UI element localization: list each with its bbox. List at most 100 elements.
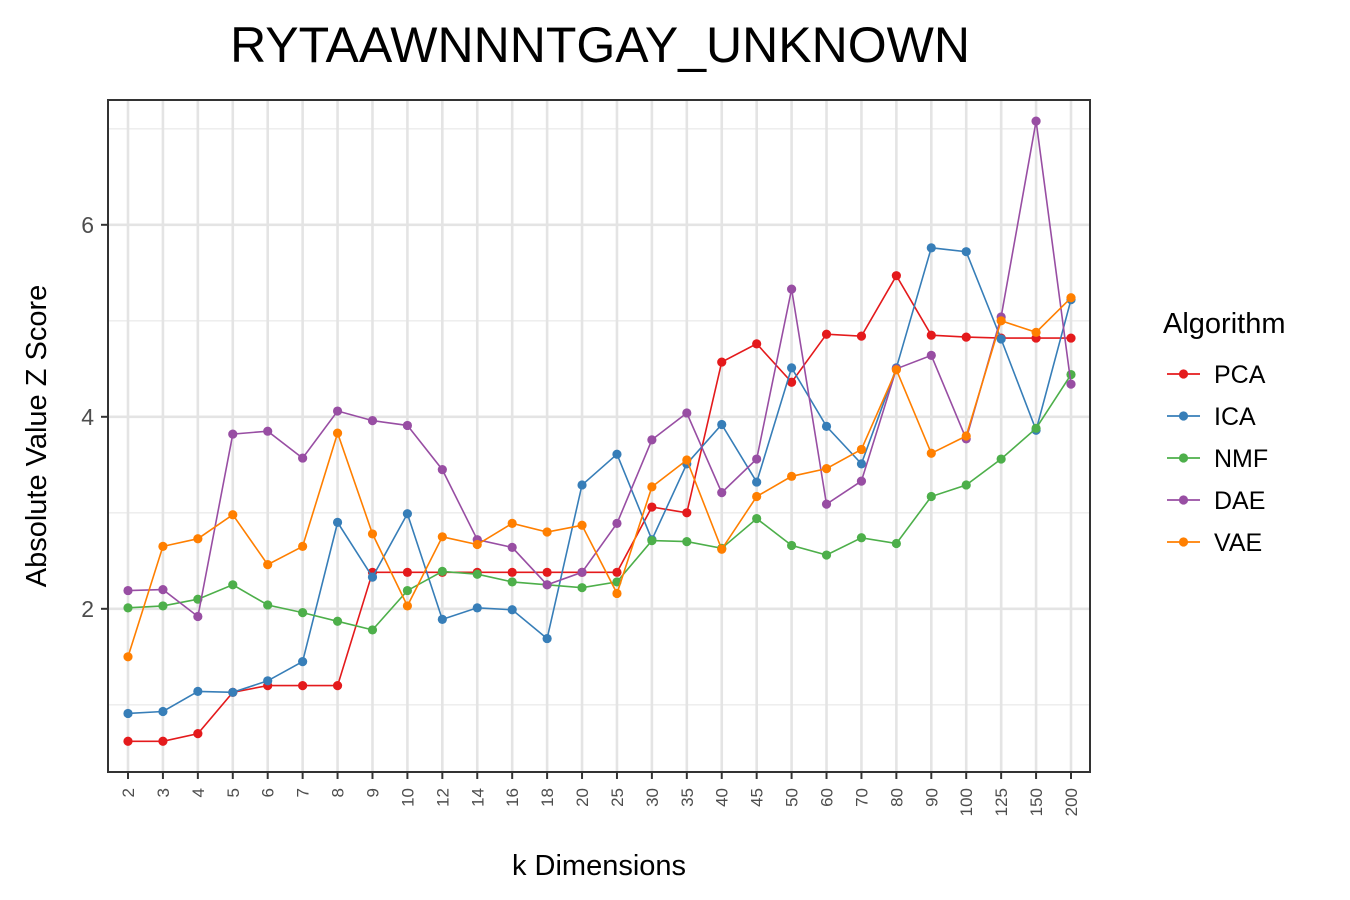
data-point-vae (402, 601, 413, 611)
data-point-vae (542, 527, 552, 537)
legend-label: ICA (1214, 403, 1256, 431)
x-tick-label: 2 (119, 788, 138, 797)
data-point-nmf (437, 566, 447, 576)
data-point-nmf (682, 537, 692, 547)
data-point-ica (821, 421, 832, 431)
x-tick-label: 20 (573, 788, 592, 807)
x-tick-label: 18 (538, 788, 557, 807)
x-axis: 2 3 4 5 6 7 8 9 10 12 14 16 18 20 25 30 35 40 45 50 60 70 80 90… (119, 772, 1081, 816)
data-point-vae (263, 560, 273, 570)
data-point-pca (298, 681, 308, 691)
legend: Algorithm PCA ICA NMF DAE VAE (1163, 308, 1286, 557)
data-point-nmf (263, 600, 273, 610)
data-point-ica (402, 509, 413, 519)
x-tick-label: 25 (608, 788, 627, 807)
data-point-ica (437, 614, 447, 624)
data-point-vae (367, 529, 378, 539)
data-point-ica (228, 687, 238, 697)
legend-key-point (1178, 453, 1189, 463)
data-point-vae (1031, 327, 1041, 337)
data-point-dae (402, 420, 413, 431)
x-tick-label: 50 (783, 788, 802, 807)
data-point-dae (821, 499, 832, 509)
series-nmf (123, 369, 1076, 635)
chart-title: RYTAAWNNNTGAY_UNKNOWN (230, 17, 970, 73)
data-point-nmf (786, 540, 797, 551)
data-point-pca (856, 331, 867, 341)
data-point-nmf (402, 585, 413, 596)
legend-label: PCA (1214, 361, 1266, 389)
data-point-ica (332, 517, 343, 528)
data-point-ica (193, 686, 203, 696)
plot-panel-border (107, 99, 1091, 773)
data-point-vae (577, 520, 587, 530)
legend-key-point (1178, 369, 1189, 379)
x-tick-label: 35 (678, 788, 697, 807)
data-point-nmf (123, 603, 133, 613)
data-point-ica (367, 572, 378, 582)
data-point-dae (717, 488, 727, 498)
data-point-nmf (926, 491, 936, 502)
data-point-ica (926, 243, 936, 253)
data-point-dae (367, 416, 378, 426)
data-point-dae (926, 350, 936, 360)
x-tick-label: 40 (713, 788, 732, 807)
x-tick-label: 200 (1062, 788, 1081, 816)
x-tick-label: 45 (748, 788, 767, 807)
series-line-pca (128, 274, 1071, 743)
series-line-vae (127, 297, 1072, 658)
x-tick-label: 30 (643, 788, 662, 807)
legend-label: NMF (1214, 445, 1268, 473)
data-point-dae (577, 567, 587, 577)
data-point-nmf (228, 580, 238, 590)
data-point-vae (228, 510, 238, 520)
data-point-pca (542, 567, 552, 577)
y-tick-label: 6 (81, 212, 94, 238)
legend-item-pca: PCA (1167, 361, 1266, 389)
data-point-vae (856, 444, 867, 455)
data-point-dae (647, 435, 657, 445)
data-point-vae (996, 316, 1006, 326)
legend-key-point (1178, 537, 1189, 547)
x-tick-label: 5 (224, 788, 243, 797)
data-point-ica (856, 459, 867, 469)
data-point-pca (821, 329, 832, 339)
data-point-dae (612, 518, 622, 528)
data-point-dae (856, 476, 867, 486)
data-point-ica (542, 633, 552, 644)
x-tick-label: 12 (433, 788, 452, 807)
data-point-nmf (298, 608, 308, 618)
x-tick-label: 90 (922, 788, 941, 807)
x-tick-label: 7 (294, 788, 313, 797)
x-tick-label: 9 (363, 788, 382, 797)
data-point-ica (717, 419, 727, 430)
data-point-dae (332, 406, 343, 416)
x-tick-label: 14 (468, 788, 487, 807)
data-point-nmf (961, 480, 971, 490)
x-tick-label: 6 (259, 788, 278, 797)
data-point-pca (926, 330, 936, 340)
data-point-ica (752, 477, 762, 487)
data-point-pca (961, 332, 971, 342)
data-point-dae (158, 585, 168, 595)
x-tick-label: 125 (992, 788, 1011, 816)
data-point-pca (402, 567, 413, 577)
data-point-pca (891, 271, 901, 281)
data-point-pca (1066, 333, 1076, 343)
grid-lines (108, 100, 1090, 772)
data-point-pca (682, 508, 692, 518)
series-ica (123, 243, 1076, 719)
data-point-pca (507, 567, 517, 577)
data-point-vae (298, 541, 308, 552)
data-point-ica (996, 334, 1006, 344)
y-axis: 2 4 6 (81, 212, 108, 622)
data-point-nmf (752, 513, 762, 524)
data-point-dae (682, 408, 692, 418)
data-point-nmf (856, 533, 867, 543)
data-point-vae (123, 652, 133, 662)
legend-key-point (1178, 495, 1189, 505)
data-point-vae (926, 448, 936, 458)
x-tick-label: 3 (154, 788, 173, 797)
